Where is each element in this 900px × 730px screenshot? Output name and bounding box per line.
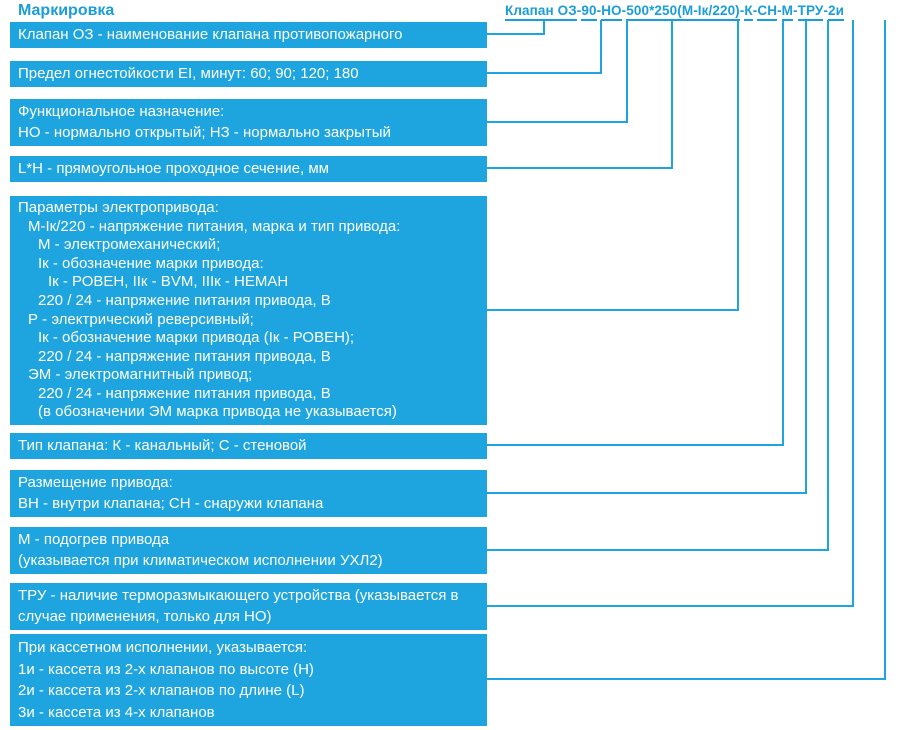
marking-box-cross-section: L*H - прямоугольное проходное сечение, м…	[10, 156, 487, 182]
connector-cassette-version	[487, 20, 886, 680]
code-segment: 500*250(М-Iк/220)	[626, 3, 740, 21]
box-text-line: Тип клапана: К - канальный; С - стеновой	[18, 437, 307, 454]
box-text-line: ЭМ - электромагнитный привод;	[28, 366, 253, 384]
code-separator: -	[739, 3, 745, 18]
box-text-line: ТРУ - наличие терморазмыкающего устройст…	[18, 587, 459, 604]
connector-actuator-placement	[487, 20, 807, 494]
box-text-line: Функциональное назначение:	[18, 103, 225, 120]
box-text-line: L*H - прямоугольное проходное сечение, м…	[18, 160, 329, 177]
code-separator: -	[752, 3, 758, 18]
box-text-line: случае применения, только для НО)	[18, 607, 272, 625]
box-text-line: Параметры электропривода:	[18, 199, 219, 217]
marking-box-valve-type: Тип клапана: К - канальный; С - стеновой	[10, 433, 487, 459]
connector-actuator-parameters	[487, 20, 739, 311]
connector-functional-purpose	[487, 20, 628, 123]
box-text-line: Iк - РОВЕН, IIк - BVM, IIIк - НЕМАН	[48, 273, 289, 291]
box-text-line: 220 / 24 - напряжение питания привода, В	[38, 347, 331, 365]
code-segment: СН	[757, 3, 778, 21]
product-code: Клапан ОЗ-90-НО-500*250(М-Iк/220)-К-СН-М…	[505, 3, 845, 21]
marking-box-thermal-release-device: ТРУ - наличие терморазмыкающего устройст…	[10, 583, 487, 630]
marking-box-fire-resistance-limit: Предел огнестойкости EI, минут: 60; 90; …	[10, 61, 487, 87]
connector-cross-section	[487, 20, 673, 169]
connector-actuator-heating	[487, 20, 829, 551]
box-text-line: 220 / 24 - напряжение питания привода, В	[38, 384, 331, 402]
marking-box-functional-purpose: Функциональное назначение: НО - нормально…	[10, 99, 487, 146]
box-text-line: 2и - кассета из 2-х клапанов по длине (L…	[18, 682, 305, 699]
code-segment: К	[744, 3, 753, 21]
marking-box-actuator-heating: М - подогрев привода (указывается при кли…	[10, 527, 487, 574]
connector-fire-resistance-limit	[487, 20, 602, 74]
box-text-line: 3и - кассета из 4-х клапанов	[18, 703, 215, 721]
box-text-line: Iк - обозначение марки привода (Iк - РОВ…	[38, 329, 355, 347]
box-text-line: (в обозначении ЭМ марка привода не указы…	[38, 403, 397, 421]
connector-valve-name	[487, 20, 545, 35]
code-separator: -	[596, 3, 602, 18]
code-separator: -	[576, 3, 582, 18]
box-text-line: М - подогрев привода	[18, 531, 170, 548]
page-title: Маркировка	[18, 2, 115, 19]
marking-box-cassette-version: При кассетном исполнении, указывается: 1и…	[10, 634, 487, 726]
box-text-line: М-Iк/220 - напряжение питания, марка и т…	[28, 217, 401, 235]
box-text-line: 220 / 24 - напряжение питания привода, В	[38, 291, 331, 309]
code-separator: -	[823, 3, 829, 18]
code-separator: -	[793, 3, 798, 18]
marking-box-valve-name: Клапан ОЗ - наименование клапана противо…	[10, 22, 487, 48]
box-text-line: НО - нормально открытый; НЗ - нормально …	[18, 123, 391, 141]
code-segment: 2и	[828, 3, 845, 21]
box-text-line: Iк - обозначение марки привода:	[38, 254, 264, 272]
marking-box-actuator-parameters: Параметры электропривода: М-Iк/220 - напр…	[10, 196, 487, 425]
box-text-line: Р - электрический реверсивный;	[28, 310, 254, 328]
connector-valve-type	[487, 20, 784, 446]
code-separator: -	[621, 3, 627, 18]
box-text-line: При кассетном исполнении, указывается:	[18, 639, 308, 656]
code-segment: ТРУ	[797, 3, 824, 21]
code-segment: Клапан ОЗ	[505, 3, 577, 21]
code-segment: 90	[581, 3, 597, 21]
code-separator: -	[777, 3, 782, 18]
code-segment: НО	[601, 3, 622, 21]
box-text-line: ВН - внутри клапана; СН - снаружи клапан…	[18, 494, 324, 512]
marking-box-actuator-placement: Размещение привода: ВН - внутри клапана; …	[10, 470, 487, 517]
box-text-line: М - электромеханический;	[38, 236, 221, 254]
box-text-line: (указывается при климатическом исполнени…	[18, 551, 383, 569]
code-segment: М	[781, 3, 794, 21]
box-text-line: Размещение привода:	[18, 474, 173, 491]
box-text-line: 1и - кассета из 2-х клапанов по высоте (…	[18, 660, 314, 678]
box-text-line: Клапан ОЗ - наименование клапана противо…	[18, 26, 403, 43]
connector-thermal-release-device	[487, 20, 854, 607]
box-text-line: Предел огнестойкости EI, минут: 60; 90; …	[18, 65, 359, 82]
